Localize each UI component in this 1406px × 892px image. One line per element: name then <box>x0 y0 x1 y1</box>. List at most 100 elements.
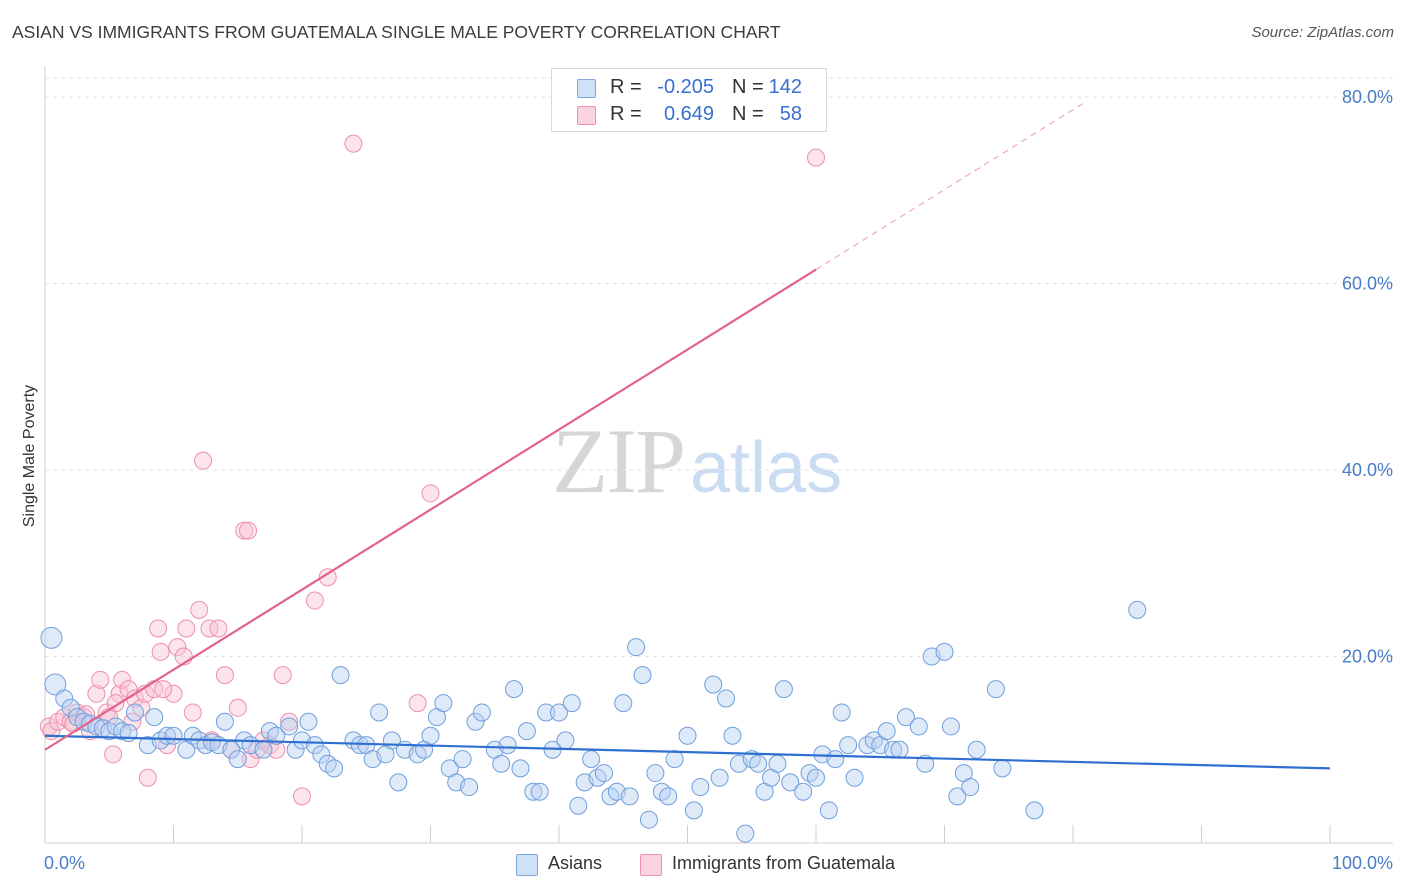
legend-r-label: R = <box>610 76 642 98</box>
y-tick-label: 20.0% <box>1342 647 1393 667</box>
asian-point <box>125 703 144 722</box>
asian-point <box>466 712 485 731</box>
legend-row-asians: R = -0.205 N = 142 <box>552 74 826 100</box>
asian-point <box>794 782 813 801</box>
asian-point <box>935 642 954 661</box>
guatemala-trend-extension <box>815 101 1087 271</box>
legend-swatch-asians <box>577 79 596 98</box>
legend-r-label: R = <box>610 103 642 125</box>
asian-point <box>736 824 755 843</box>
guatemala-point <box>408 694 427 713</box>
x-tick-label: 0.0% <box>44 853 85 873</box>
legend-r-value: 0.649 <box>663 103 714 125</box>
asian-point <box>113 722 132 741</box>
asian-point <box>665 750 684 769</box>
asian-point <box>254 740 273 759</box>
asian-point <box>909 717 928 736</box>
guatemala-point <box>241 750 260 769</box>
guatemala-point <box>190 600 209 619</box>
asian-point <box>807 768 825 787</box>
asian-point <box>556 731 575 750</box>
asian-point <box>948 787 967 806</box>
asian-point <box>569 796 588 815</box>
y-axis-label: Single Male Poverty <box>21 385 38 527</box>
asian-point <box>460 778 479 797</box>
chart-title: ASIAN VS IMMIGRANTS FROM GUATEMALA SINGL… <box>12 22 781 42</box>
legend: R = -0.205 N = 142 R = 0.649 N = 58 <box>551 68 827 132</box>
y-tick-label: 80.0% <box>1342 87 1393 107</box>
asian-point <box>594 764 613 783</box>
asian-point <box>832 703 851 722</box>
guatemala-point <box>151 642 170 661</box>
asian-point <box>717 689 736 708</box>
asian-point <box>524 782 543 801</box>
asian-point <box>723 726 742 745</box>
guatemala-point <box>318 568 337 587</box>
asian-point <box>704 675 723 694</box>
asian-point <box>601 787 620 806</box>
guatemala-point <box>138 768 157 787</box>
axes <box>44 66 1393 844</box>
asian-point <box>749 754 768 773</box>
asian-point <box>550 703 568 722</box>
asian-point <box>691 778 710 797</box>
watermark-atlas: atlas <box>690 428 843 508</box>
asian-point <box>325 759 344 778</box>
asian-point <box>916 754 935 773</box>
bottom-legend-swatch-asians <box>516 854 538 876</box>
guatemala-point <box>91 670 110 689</box>
asian-point <box>331 666 350 685</box>
asian-point <box>498 736 517 755</box>
legend-swatch-guatemala <box>577 106 596 125</box>
asian-point <box>627 638 646 657</box>
x-tick-label: 100.0% <box>1332 853 1393 873</box>
legend-row-guatemala: R = 0.649 N = 58 <box>552 101 826 127</box>
asian-point <box>781 773 800 792</box>
asian-point <box>646 764 665 783</box>
asian-points <box>40 600 1147 843</box>
asian-point <box>858 736 877 755</box>
asian-point <box>1128 600 1147 619</box>
asian-point <box>280 717 299 736</box>
asian-point <box>421 726 440 745</box>
asian-point <box>511 759 530 778</box>
guatemala-points <box>39 134 825 806</box>
asian-point <box>986 680 1005 699</box>
asian-point <box>620 787 639 806</box>
asian-point <box>774 680 793 699</box>
legend-n-label: N = <box>732 76 764 98</box>
trend-lines <box>44 101 1331 770</box>
asian-point <box>614 694 633 713</box>
asians-trend-line <box>44 734 1331 770</box>
asian-point <box>530 782 549 801</box>
asian-point <box>864 731 883 750</box>
asian-point <box>839 736 858 755</box>
guatemala-point <box>305 591 324 610</box>
asian-point <box>434 694 453 713</box>
asian-point <box>826 750 845 769</box>
guatemala-point <box>48 712 67 731</box>
asian-point <box>40 626 63 649</box>
guatemala-point <box>194 451 213 470</box>
guatemala-point <box>104 745 123 764</box>
asian-point <box>819 801 838 820</box>
asian-point <box>652 782 671 801</box>
asian-point <box>845 768 864 787</box>
asian-point <box>389 773 408 792</box>
y-tick-label: 40.0% <box>1342 460 1393 480</box>
asian-point <box>370 703 389 722</box>
guatemala-point <box>149 619 168 638</box>
guatemala-point <box>293 787 311 806</box>
guatemala-point <box>113 670 132 689</box>
asian-point <box>941 717 960 736</box>
guatemala-point <box>807 148 825 167</box>
legend-n-label: N = <box>732 103 764 125</box>
asian-point <box>299 712 318 731</box>
asian-point <box>55 689 74 708</box>
asian-point <box>267 726 286 745</box>
source-label: Source: ZipAtlas.com <box>1251 24 1394 41</box>
guatemala-point <box>154 680 173 699</box>
guatemala-point <box>68 703 87 722</box>
asian-point <box>453 750 472 769</box>
